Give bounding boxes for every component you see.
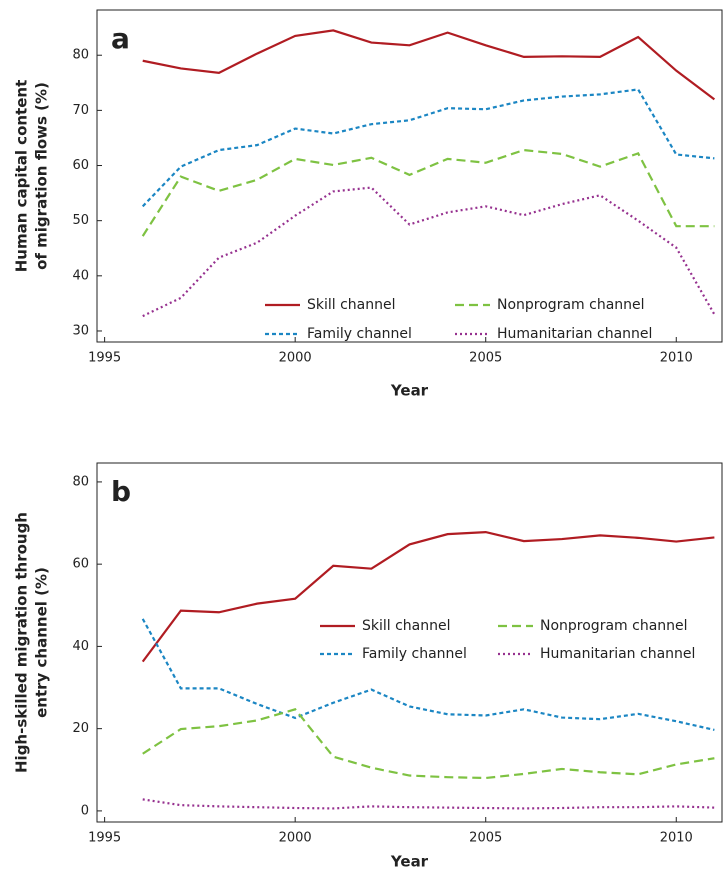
y-tick-label: 40	[72, 639, 89, 654]
y-tick-label: 80	[72, 48, 89, 63]
y-axis-label: entry channel (%)	[33, 567, 51, 718]
y-axis-label: of migration flows (%)	[33, 82, 51, 270]
panel-label: b	[111, 475, 131, 508]
x-tick-label: 1995	[88, 351, 121, 366]
series-line	[142, 798, 715, 810]
y-tick-label: 50	[72, 213, 89, 228]
panel-label: a	[111, 22, 130, 55]
legend-label: Humanitarian channel	[540, 646, 695, 662]
legend-label: Humanitarian channel	[497, 326, 652, 342]
x-tick-label: 2010	[660, 351, 693, 366]
y-tick-label: 70	[72, 103, 89, 118]
series-line	[141, 88, 715, 208]
y-tick-label: 60	[72, 158, 89, 173]
y-tick-label: 40	[72, 268, 89, 283]
series-line	[141, 618, 715, 731]
x-tick-label: 2000	[279, 831, 312, 846]
y-axis-label: High-skilled migration through	[13, 512, 31, 773]
series-line	[142, 708, 715, 780]
y-tick-label: 30	[72, 323, 89, 338]
series-line	[141, 148, 715, 237]
y-axis-label: Human capital content	[13, 80, 31, 273]
x-tick-label: 2005	[469, 831, 502, 846]
y-tick-label: 0	[81, 803, 89, 818]
x-axis-label: Year	[390, 853, 429, 871]
series-line	[141, 530, 715, 663]
legend-label: Family channel	[307, 326, 412, 342]
series-line	[142, 186, 716, 318]
x-tick-label: 2005	[469, 351, 502, 366]
plot-frame	[96, 462, 723, 823]
legend-label: Skill channel	[362, 618, 451, 634]
legend-label: Nonprogram channel	[540, 618, 688, 634]
legend-label: Nonprogram channel	[497, 297, 645, 313]
y-tick-label: 20	[72, 721, 89, 736]
plot-frame	[96, 9, 723, 343]
x-tick-label: 1995	[88, 831, 121, 846]
series-line	[142, 29, 716, 101]
y-tick-label: 60	[72, 557, 89, 572]
x-tick-label: 2000	[279, 351, 312, 366]
legend-label: Skill channel	[307, 297, 396, 313]
x-axis-label: Year	[390, 382, 429, 400]
x-tick-label: 2010	[660, 831, 693, 846]
legend-label: Family channel	[362, 646, 467, 662]
y-tick-label: 80	[72, 474, 89, 489]
